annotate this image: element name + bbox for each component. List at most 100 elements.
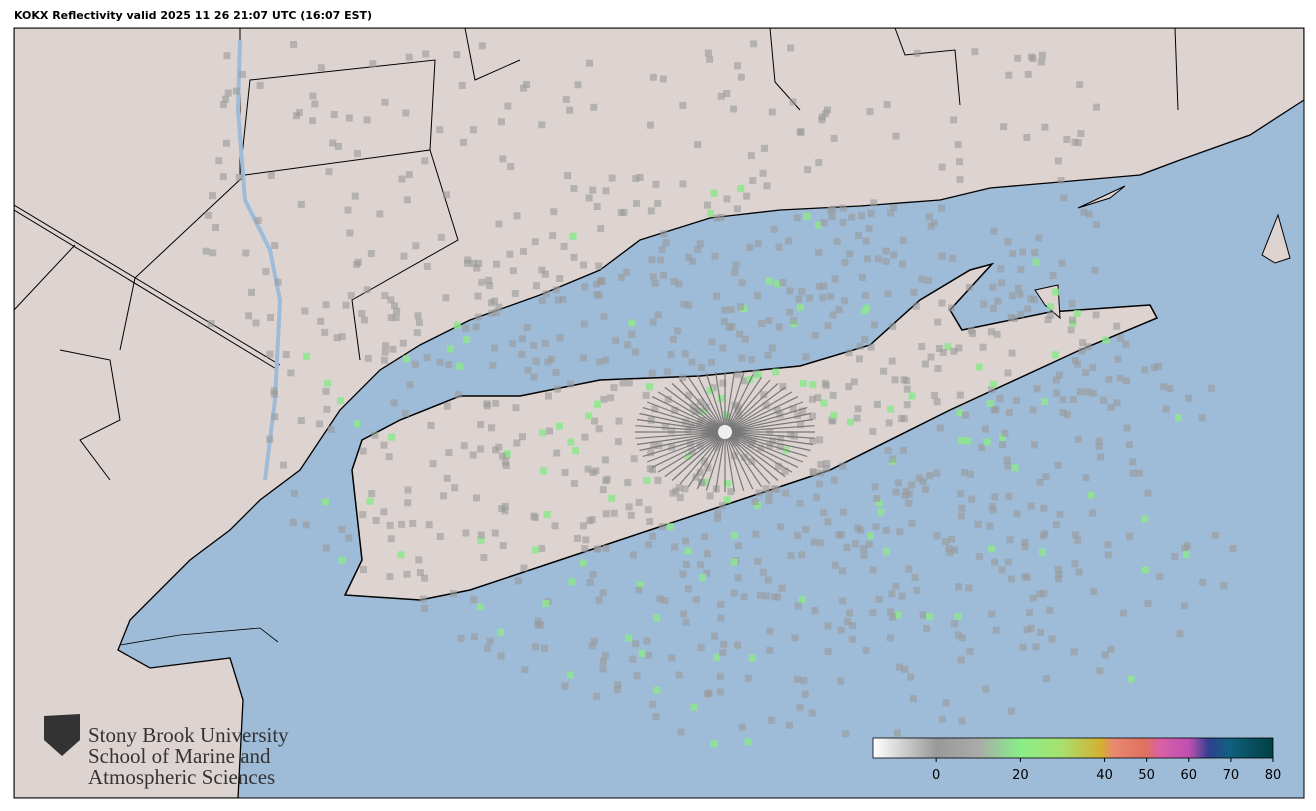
echo bbox=[404, 486, 412, 494]
map-title: KOKX Reflectivity valid 2025 11 26 21:07… bbox=[14, 9, 372, 22]
echo bbox=[773, 486, 781, 493]
echo bbox=[1039, 548, 1046, 556]
echo bbox=[740, 377, 748, 385]
echo bbox=[647, 416, 655, 424]
echo bbox=[453, 51, 461, 59]
echo bbox=[716, 672, 724, 680]
mainland bbox=[14, 28, 1304, 798]
echo bbox=[1046, 606, 1054, 614]
echo bbox=[1072, 531, 1080, 539]
echo bbox=[892, 488, 900, 496]
echo-ray bbox=[724, 391, 793, 433]
echo bbox=[718, 502, 726, 509]
echo bbox=[746, 243, 754, 251]
echo bbox=[519, 84, 527, 92]
echo bbox=[1004, 238, 1012, 245]
echo bbox=[990, 304, 997, 312]
echo-ray bbox=[642, 407, 726, 433]
echo bbox=[400, 252, 408, 260]
echo bbox=[934, 318, 942, 326]
echo bbox=[903, 377, 911, 385]
echo bbox=[1019, 643, 1027, 651]
echo bbox=[1021, 543, 1029, 551]
echo bbox=[388, 433, 396, 441]
echo bbox=[823, 465, 831, 473]
echo bbox=[1008, 292, 1016, 300]
echo bbox=[817, 539, 825, 547]
echo bbox=[842, 730, 850, 738]
echo bbox=[979, 343, 987, 351]
echo bbox=[713, 653, 721, 661]
echo bbox=[453, 321, 461, 329]
echo bbox=[406, 381, 414, 389]
echo bbox=[593, 280, 600, 288]
echo bbox=[809, 381, 817, 389]
echo bbox=[681, 350, 689, 358]
echo bbox=[511, 290, 519, 297]
echo bbox=[798, 288, 806, 296]
echo bbox=[289, 518, 297, 526]
echo bbox=[1021, 538, 1029, 546]
echo bbox=[612, 336, 620, 344]
echo bbox=[717, 600, 725, 608]
echo bbox=[958, 504, 966, 512]
echo bbox=[1184, 542, 1191, 550]
echo bbox=[1058, 259, 1066, 267]
echo bbox=[1114, 355, 1122, 363]
echo-ray bbox=[696, 374, 726, 433]
echo bbox=[942, 538, 950, 546]
echo bbox=[495, 220, 503, 228]
echo bbox=[988, 545, 996, 553]
echo bbox=[1116, 374, 1124, 382]
echo bbox=[579, 559, 587, 567]
echo bbox=[957, 656, 965, 664]
echo bbox=[1027, 624, 1035, 632]
echo bbox=[471, 633, 478, 641]
echo bbox=[759, 568, 767, 576]
echo bbox=[688, 358, 696, 366]
echo bbox=[968, 495, 976, 503]
echo bbox=[765, 317, 773, 325]
echo bbox=[322, 301, 330, 309]
echo bbox=[551, 522, 559, 530]
echo bbox=[498, 505, 506, 512]
echo bbox=[475, 259, 483, 267]
echo bbox=[839, 508, 847, 516]
echo bbox=[658, 246, 666, 254]
echo bbox=[1060, 194, 1068, 202]
echo bbox=[1064, 411, 1071, 418]
echo bbox=[961, 469, 968, 476]
echo bbox=[297, 417, 305, 424]
echo bbox=[317, 317, 325, 325]
echo bbox=[839, 218, 847, 226]
echo bbox=[971, 48, 979, 56]
echo bbox=[735, 542, 742, 550]
echo bbox=[707, 209, 714, 217]
echo bbox=[815, 159, 823, 167]
echo bbox=[794, 531, 801, 539]
echo bbox=[458, 82, 466, 89]
echo bbox=[459, 138, 467, 146]
echo bbox=[713, 443, 720, 451]
echo bbox=[338, 556, 346, 564]
echo bbox=[371, 431, 379, 439]
echo bbox=[581, 545, 589, 553]
echo bbox=[708, 338, 716, 346]
echo bbox=[1074, 435, 1082, 443]
echo bbox=[588, 642, 596, 650]
echo bbox=[839, 567, 846, 575]
echo bbox=[782, 489, 790, 497]
echo bbox=[811, 332, 819, 340]
echo bbox=[580, 320, 588, 328]
echo bbox=[497, 652, 505, 660]
echo bbox=[933, 398, 941, 406]
echo bbox=[710, 740, 718, 748]
echo bbox=[599, 486, 607, 494]
echo bbox=[232, 87, 240, 95]
echo bbox=[989, 283, 997, 291]
echo bbox=[1023, 626, 1031, 634]
echo bbox=[1040, 504, 1048, 512]
echo bbox=[222, 139, 230, 147]
echo bbox=[948, 536, 956, 543]
echo bbox=[1010, 315, 1018, 322]
